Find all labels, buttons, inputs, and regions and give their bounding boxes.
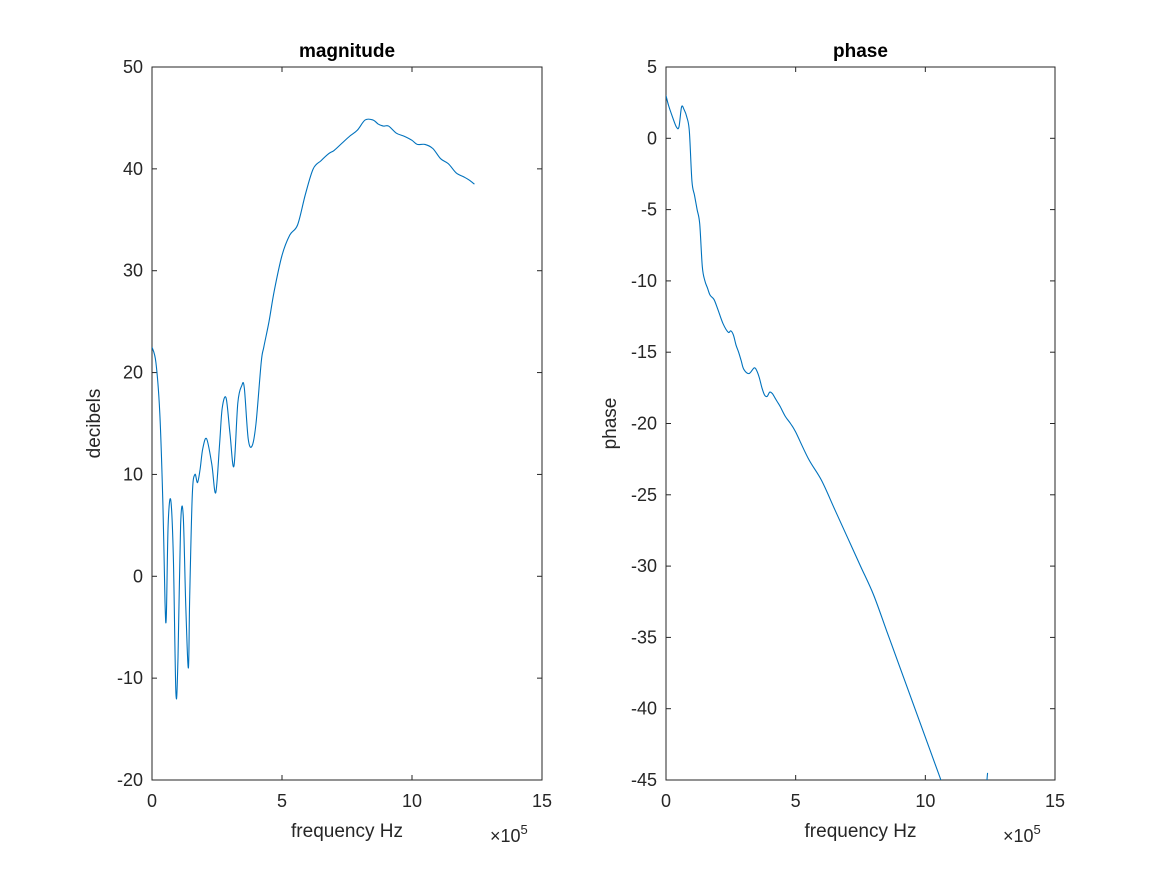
magnitude-axes-box xyxy=(151,66,543,781)
magnitude-ytick-label: 30 xyxy=(123,261,143,281)
magnitude-ytick-label: -10 xyxy=(117,668,143,688)
phase-axes-box xyxy=(665,66,1056,781)
phase-ytick-label: -25 xyxy=(631,485,657,505)
magnitude-title: magnitude xyxy=(299,41,395,62)
phase-ytick-label: -35 xyxy=(631,627,657,647)
phase-ytick-label: -45 xyxy=(631,770,657,790)
phase-ylabel: phase xyxy=(600,398,621,450)
phase-series-line xyxy=(666,95,989,780)
magnitude-xtick-label: 15 xyxy=(532,791,552,811)
phase-xtick-label: 10 xyxy=(915,791,935,811)
magnitude-subplot: magnitude frequency Hz decibels ×105 0 5 10 15 -… xyxy=(84,41,552,846)
magnitude-series-line xyxy=(152,118,475,700)
magnitude-ytick-label: 10 xyxy=(123,464,143,484)
phase-ytick-label: -10 xyxy=(631,271,657,291)
magnitude-ylabel: decibels xyxy=(84,389,105,459)
magnitude-ytick-label: 40 xyxy=(123,159,143,179)
phase-xtick-label: 15 xyxy=(1045,791,1065,811)
phase-xtick-label: 0 xyxy=(661,791,671,811)
magnitude-x-exponent: ×105 xyxy=(490,822,528,846)
phase-ytick-label: -20 xyxy=(631,414,657,434)
phase-subplot: phase frequency Hz phase ×105 0 5 10 15 -45 -40 -3… xyxy=(600,41,1065,846)
phase-ytick-label: 5 xyxy=(647,57,657,77)
magnitude-xlabel: frequency Hz xyxy=(291,821,403,842)
magnitude-ytick-label: -20 xyxy=(117,770,143,790)
phase-ytick-label: -15 xyxy=(631,342,657,362)
phase-xlabel: frequency Hz xyxy=(805,821,917,842)
magnitude-ytick-label: 20 xyxy=(123,363,143,383)
magnitude-ytick-label: 0 xyxy=(133,566,143,586)
phase-xtick-label: 5 xyxy=(791,791,801,811)
phase-ytick-label: -5 xyxy=(641,200,657,220)
magnitude-xtick-label: 10 xyxy=(402,791,422,811)
phase-x-exponent: ×105 xyxy=(1003,822,1041,846)
magnitude-ytick-label: 50 xyxy=(123,57,143,77)
phase-ytick-label: -40 xyxy=(631,699,657,719)
phase-ytick-label: -30 xyxy=(631,556,657,576)
phase-ytick-label: 0 xyxy=(647,128,657,148)
magnitude-xtick-label: 0 xyxy=(147,791,157,811)
phase-title: phase xyxy=(833,41,888,62)
magnitude-xtick-label: 5 xyxy=(277,791,287,811)
